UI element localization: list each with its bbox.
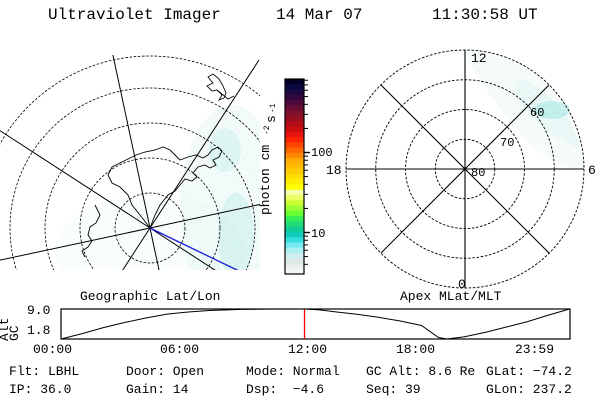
svg-text:00:00: 00:00 bbox=[33, 342, 72, 357]
svg-text:9.0: 9.0 bbox=[27, 303, 50, 318]
svg-text:Apex MLat/MLT: Apex MLat/MLT bbox=[400, 289, 502, 304]
svg-text:18:00: 18:00 bbox=[396, 342, 435, 357]
svg-text:12:00: 12:00 bbox=[288, 342, 327, 357]
svg-text:1.8: 1.8 bbox=[27, 323, 50, 338]
svg-text:Geographic Lat/Lon: Geographic Lat/Lon bbox=[80, 289, 220, 304]
svg-text:Alt: Alt bbox=[0, 318, 12, 341]
svg-text:23:59: 23:59 bbox=[515, 342, 554, 357]
svg-text:06:00: 06:00 bbox=[160, 342, 199, 357]
